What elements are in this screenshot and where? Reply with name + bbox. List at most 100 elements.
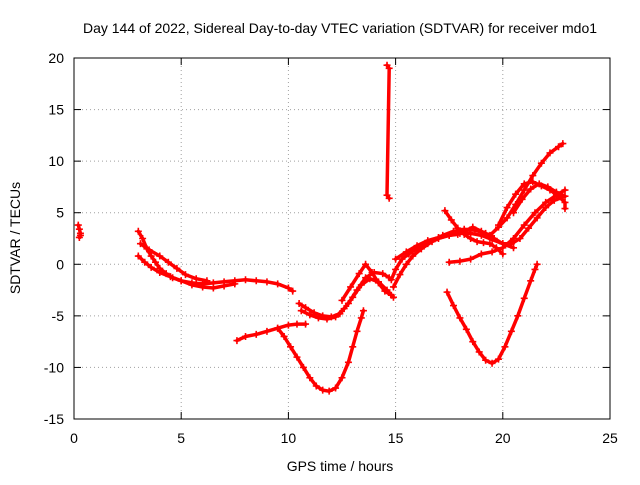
- data-point: [454, 230, 462, 238]
- series-arc-1: [74, 221, 84, 241]
- data-point: [325, 387, 333, 395]
- data-point: [527, 185, 535, 193]
- data-point: [510, 209, 518, 217]
- data-point: [353, 327, 361, 335]
- axis-layer: 0 5 10 15 20 25 -15 -10 -5 0 5 10 15 20: [44, 50, 618, 446]
- data-point: [366, 275, 374, 283]
- data-point: [531, 209, 539, 217]
- data-point: [75, 225, 83, 233]
- data-point: [306, 311, 314, 319]
- data-point: [295, 299, 303, 307]
- series-track: [445, 262, 539, 366]
- data-point: [469, 338, 477, 346]
- data-point: [312, 382, 320, 390]
- data-point: [514, 312, 522, 320]
- data-point: [134, 252, 142, 260]
- data-point: [359, 307, 367, 315]
- data-point: [477, 250, 485, 258]
- data-point: [402, 248, 410, 256]
- data-point: [242, 332, 250, 340]
- data-point: [499, 250, 507, 258]
- data-point: [166, 273, 174, 281]
- data-point: [173, 264, 181, 272]
- data-point: [512, 190, 520, 198]
- data-point: [456, 314, 464, 322]
- data-point: [297, 307, 305, 315]
- data-point: [507, 327, 515, 335]
- plot-frame: [73, 57, 611, 420]
- data-point: [340, 305, 348, 313]
- data-point: [445, 258, 453, 266]
- data-point: [546, 149, 554, 157]
- data-point: [529, 172, 537, 180]
- data-point: [347, 283, 355, 291]
- data-point: [456, 257, 464, 265]
- data-point: [501, 343, 509, 351]
- data-point: [323, 315, 331, 323]
- data-point: [475, 348, 483, 356]
- data-point: [392, 265, 400, 273]
- data-point: [141, 258, 149, 266]
- data-point: [385, 64, 393, 72]
- data-point: [454, 224, 462, 232]
- data-point: [181, 271, 189, 279]
- chart-title: Day 144 of 2022, Sidereal Day-to-day VTE…: [83, 20, 597, 36]
- data-point: [349, 293, 357, 301]
- data-point: [188, 281, 196, 289]
- data-point: [145, 246, 153, 254]
- data-point: [274, 280, 282, 288]
- data-point: [503, 214, 511, 222]
- series-arc-13: [441, 207, 507, 258]
- data-point: [490, 235, 498, 242]
- data-point: [520, 221, 528, 229]
- data-point: [349, 343, 357, 351]
- data-point: [392, 255, 400, 263]
- series-arc-4: [136, 240, 211, 285]
- data-point: [409, 252, 417, 260]
- y-axis-label: SDTVAR / TECUs: [7, 182, 23, 294]
- data-point: [306, 374, 314, 382]
- data-point: [533, 214, 541, 222]
- data-point: [531, 265, 539, 273]
- data-point: [374, 279, 382, 287]
- data-point: [134, 227, 142, 235]
- data-point: [469, 223, 477, 231]
- data-point: [527, 277, 535, 285]
- data-point: [473, 238, 481, 246]
- data-point: [525, 224, 533, 232]
- data-point: [561, 186, 569, 194]
- data-point: [233, 337, 241, 345]
- data-point: [462, 325, 470, 333]
- data-point: [284, 321, 292, 329]
- y-tick-label: -10: [44, 359, 64, 375]
- data-point: [443, 288, 451, 296]
- data-point: [362, 260, 370, 268]
- data-point: [147, 263, 155, 271]
- series-arc-9: [338, 260, 395, 304]
- data-point: [368, 269, 376, 277]
- data-point: [542, 198, 550, 206]
- data-point: [488, 359, 496, 367]
- series-outliers: [383, 61, 393, 202]
- data-point: [147, 252, 155, 260]
- data-point: [293, 353, 301, 361]
- data-point: [544, 183, 552, 191]
- data-point: [495, 221, 503, 229]
- y-tick-label: 15: [48, 102, 64, 118]
- x-tick-label: 0: [70, 430, 78, 446]
- series-track: [275, 308, 366, 393]
- data-point: [74, 221, 82, 229]
- data-point: [503, 204, 511, 212]
- data-point: [518, 195, 526, 203]
- series-track: [235, 322, 308, 343]
- data-point: [417, 245, 425, 253]
- y-tick-label: -15: [44, 411, 64, 427]
- data-point: [289, 287, 297, 295]
- data-point: [520, 180, 528, 188]
- data-point: [302, 320, 310, 328]
- data-point: [529, 178, 537, 186]
- grid-layer: [74, 58, 610, 419]
- series-track: [443, 208, 505, 256]
- data-point: [387, 276, 395, 284]
